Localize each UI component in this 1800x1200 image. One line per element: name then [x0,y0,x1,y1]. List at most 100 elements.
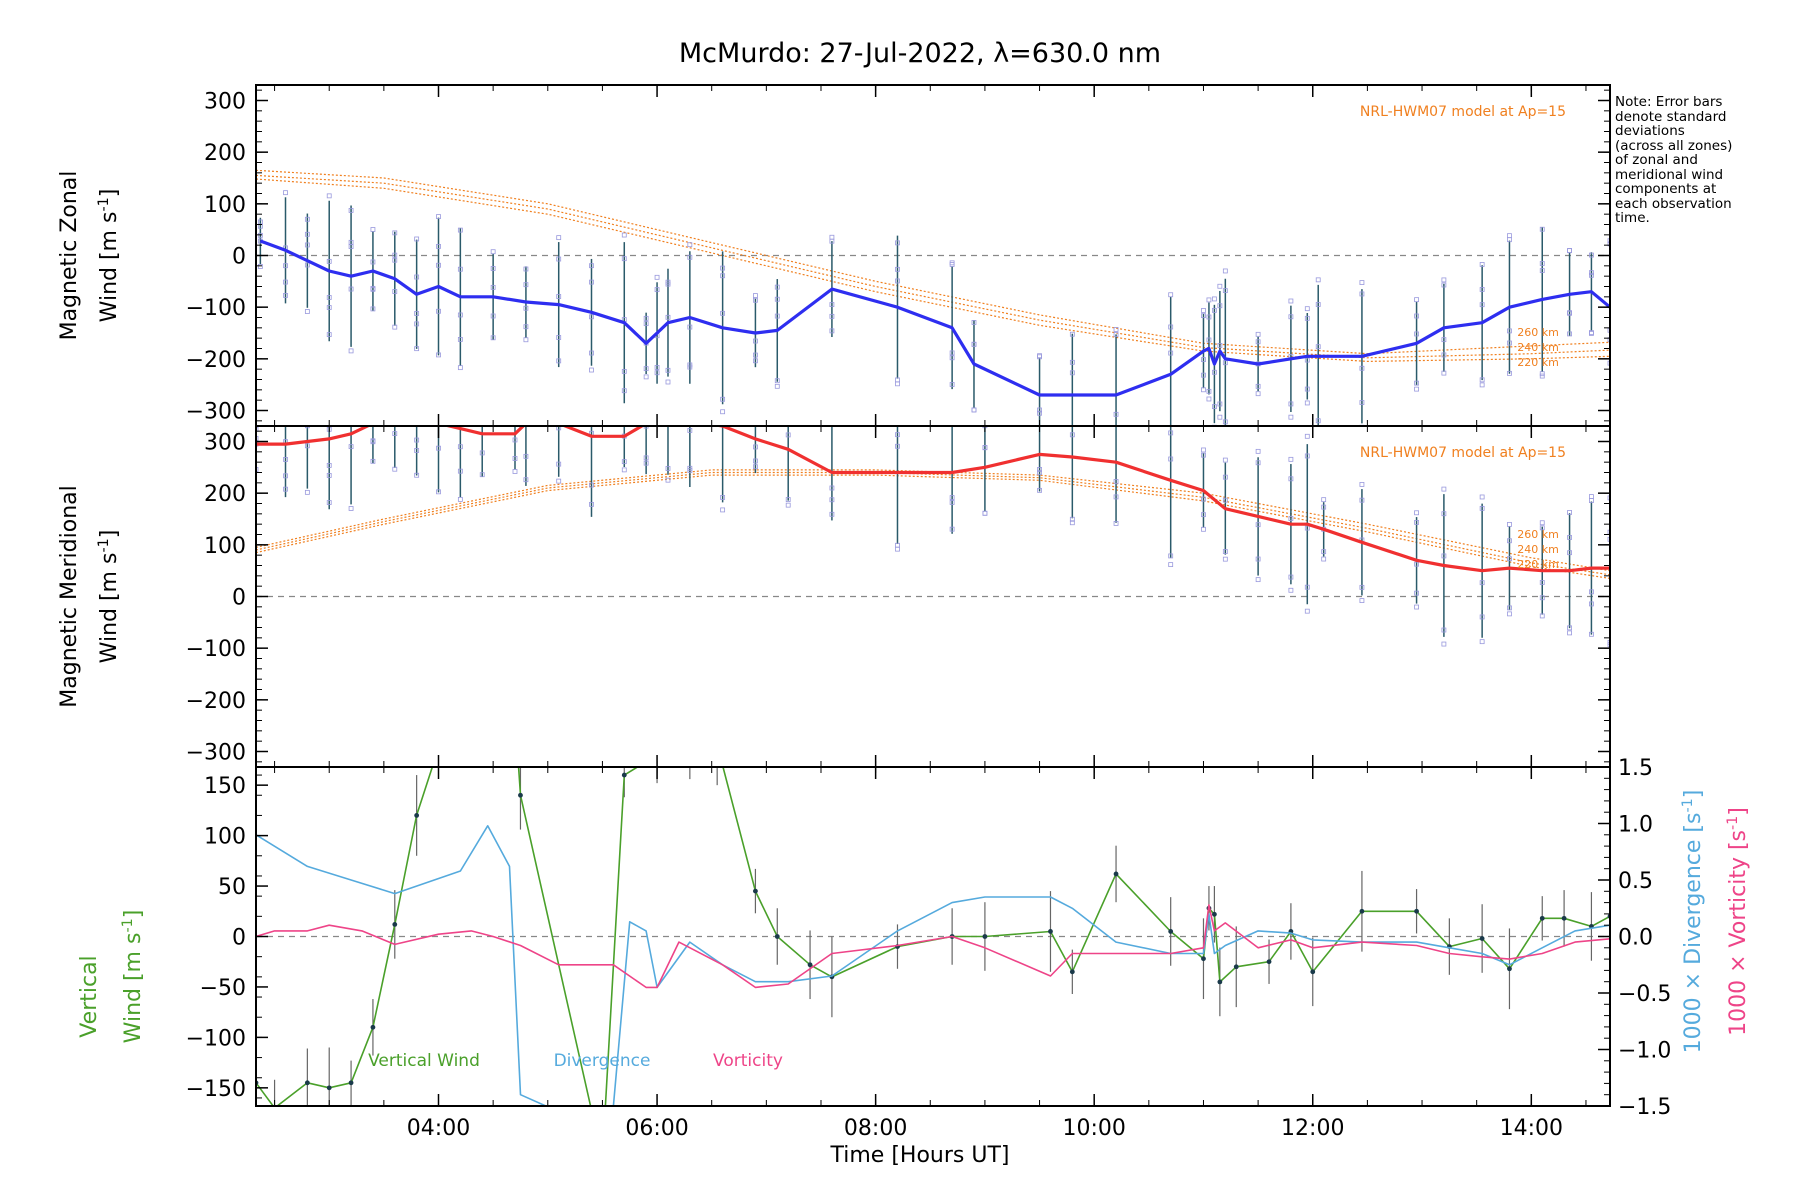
zone-point [305,413,309,417]
zone-point [1567,331,1572,337]
zone-point [1414,590,1419,596]
zone-point [1168,553,1174,559]
vertical-point [1233,964,1239,970]
zone-point [1479,302,1485,308]
zone-point [1255,331,1261,337]
x-tick-label: 06:00 [625,1116,688,1141]
y-axis-label-line1: Vertical [77,955,102,1037]
zone-point [1217,401,1223,407]
model-altitude-label: 240 km [1517,543,1559,556]
zone-point [1567,510,1572,515]
zone-point [414,311,420,316]
zone-point [1288,314,1294,320]
meridional-panel: −300 −200 −100 0 100 200 300 NRL-HWM07 model at… [57,362,1611,768]
zone-point [1201,313,1206,319]
axis-label-part: ] [97,189,122,198]
axis-label-part: 1000 × Vorticity [s [1726,830,1751,1036]
zone-point [556,235,562,241]
zone-point [326,258,332,264]
zone-point [1607,495,1610,501]
zone-point [1507,233,1512,239]
zone-point [512,437,518,443]
zone-point [589,482,594,488]
zone-point [304,231,310,237]
zone-point [1037,353,1042,359]
zone-point [326,462,332,468]
zone-point [665,379,671,385]
zone-point [1441,486,1447,492]
x-axis: 04:00 06:00 08:00 10:00 12:00 14:00 [407,1116,1563,1141]
vertical-wind-line [256,767,1610,1106]
zone-point [1201,447,1206,453]
zone-point [414,448,420,453]
zone-point [490,266,496,271]
meridional-plot-area [256,362,1610,648]
zone-point [556,478,562,484]
zone-point [480,387,484,391]
zone-point [589,279,594,285]
zone-point [774,284,780,290]
zone-point [829,313,835,319]
vertical-point [807,962,813,968]
zone-point [370,227,376,232]
zone-point [348,348,354,354]
note-line: each observation [1615,195,1732,212]
zone-point [895,432,900,438]
zone-point [1507,340,1512,346]
zone-point [1441,641,1447,647]
vertical-point [518,792,523,798]
zone-point [392,466,398,472]
zone-point [1168,456,1174,462]
zonal-wind-line [259,239,1610,397]
vertical-point [1069,969,1075,975]
zone-point [687,428,693,433]
zone-point [1037,410,1042,416]
zone-point [753,297,758,303]
zone-point [556,426,562,431]
zone-point [895,542,900,548]
zone-point [304,242,310,248]
model-altitude-label: 240 km [1517,341,1559,354]
zone-point [326,332,332,338]
zone-point [490,313,496,319]
zone-point [1217,283,1223,289]
zone-point [753,400,757,404]
y-axis-label-line1: Magnetic Zonal [57,171,82,341]
zone-point [1567,625,1572,631]
zone-point [392,289,398,294]
zone-point [982,510,988,516]
zone-point [1217,343,1223,348]
y-tick-label: 0 [232,926,246,951]
zone-point [1217,303,1223,309]
zone-point [1479,614,1485,620]
zone-point [665,279,671,285]
zone-point [414,346,420,352]
axis-label-part: -1 [96,197,112,211]
zone-point [1288,574,1294,580]
vertical-point [447,712,452,717]
zone-point [1255,556,1261,562]
zone-point [490,284,496,290]
zone-point [1315,344,1321,350]
zone-point [785,497,791,502]
zone-point [1168,430,1174,436]
zone-point [436,352,441,358]
zone-point [643,455,649,461]
zone-point [479,472,485,478]
zone-point [556,358,562,364]
zone-point [665,367,671,373]
zone-point [1589,270,1594,276]
zone-point [774,296,780,302]
zone-point [687,242,693,248]
model-curve-240km [256,174,1610,359]
zone-point [1589,252,1594,258]
zone-point [327,362,331,366]
zone-point [895,278,900,284]
zone-point [326,305,332,310]
zone-point [1113,332,1119,337]
zone-point [829,497,835,503]
zone-point [895,240,900,246]
zone-point [436,243,441,249]
zone-point [1479,494,1485,500]
